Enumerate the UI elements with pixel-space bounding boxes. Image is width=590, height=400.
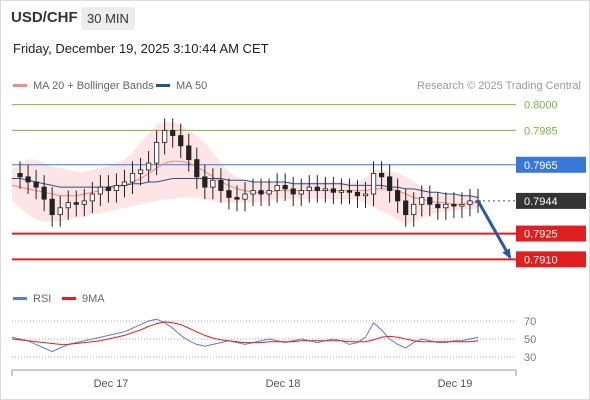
candle-body xyxy=(290,188,296,195)
candle-body xyxy=(57,207,63,216)
rsi-line xyxy=(11,318,479,353)
forecast-arrow-shaft xyxy=(476,200,512,259)
candle-body xyxy=(258,190,264,195)
candle-body xyxy=(121,181,128,186)
legend-ma50: MA 50 xyxy=(156,80,207,92)
candle-body xyxy=(330,188,336,193)
candle-body xyxy=(250,190,256,195)
candle-body xyxy=(178,135,184,147)
candle-body xyxy=(378,172,385,178)
level-badge-0.7910 xyxy=(516,251,586,268)
candle-body xyxy=(41,186,47,200)
candle-body xyxy=(226,190,232,198)
legend-swatch-rsi xyxy=(13,296,27,300)
legend-swatch-9ma xyxy=(62,296,76,300)
candle-body xyxy=(129,172,136,183)
candle-body xyxy=(218,179,224,191)
candle-body xyxy=(435,203,441,209)
candle-body xyxy=(65,202,71,209)
candle-body xyxy=(33,181,39,188)
candle-body xyxy=(145,162,152,171)
candle-body xyxy=(186,145,192,161)
candle-body xyxy=(467,200,473,205)
level-label-0.7965: 0.7965 xyxy=(524,160,558,172)
level-label-0.7910: 0.7910 xyxy=(524,254,558,266)
candle-body xyxy=(274,185,280,191)
credit-text: Research © 2025 Trading Central xyxy=(416,80,581,92)
candle-body xyxy=(338,190,345,193)
level-label-0.8000: 0.8000 xyxy=(524,100,558,112)
legend-label-ma20: MA 20 + Bollinger Bands xyxy=(33,80,154,92)
candle-body xyxy=(306,186,312,191)
candle-body xyxy=(322,188,328,191)
candle-body xyxy=(49,198,55,216)
legend-ma20: MA 20 + Bollinger Bands xyxy=(13,80,154,92)
candle-body xyxy=(137,169,144,174)
symbol-title: USD/CHF xyxy=(11,9,78,26)
last-price-badge xyxy=(516,192,586,209)
rsi-tick-label: 30 xyxy=(524,352,536,364)
candle-body xyxy=(234,197,240,200)
timeframe-badge[interactable]: 30 MIN xyxy=(81,7,135,30)
candle-body xyxy=(314,186,320,191)
candle-body xyxy=(354,191,361,197)
x-tick-label: Dec 18 xyxy=(266,378,301,390)
level-label-0.7985: 0.7985 xyxy=(524,125,558,137)
candle-body xyxy=(387,176,393,191)
candle-body xyxy=(113,185,120,191)
candle-body xyxy=(162,129,168,143)
candle-body xyxy=(282,185,288,190)
candle-body xyxy=(419,197,425,205)
level-badge-0.7965 xyxy=(516,156,586,173)
candle-body xyxy=(362,193,369,197)
x-tick-label: Dec 17 xyxy=(94,378,129,390)
forecast-arrow-head xyxy=(502,248,511,260)
candle-body xyxy=(105,186,112,191)
timestamp: Friday, December 19, 2025 3:10:44 AM CET xyxy=(13,41,269,56)
rsi-tick-label: 70 xyxy=(524,316,536,328)
candle-body xyxy=(451,203,457,207)
candle-body xyxy=(25,176,31,183)
candle-body xyxy=(298,190,304,195)
legend-label-9ma: 9MA xyxy=(82,293,105,305)
candle-body xyxy=(403,200,409,216)
candle-body xyxy=(154,142,160,164)
candle-body xyxy=(202,176,208,188)
rsi-9ma-line xyxy=(11,321,479,345)
candle-body xyxy=(81,200,87,205)
candle-body xyxy=(459,203,465,207)
candle-body xyxy=(411,203,417,216)
level-label-0.7925: 0.7925 xyxy=(524,229,558,241)
candle-body xyxy=(370,172,377,195)
legend-label-rsi: RSI xyxy=(33,293,52,305)
candle-body xyxy=(210,179,216,188)
candle-body xyxy=(443,203,449,209)
level-badge-0.7925 xyxy=(516,225,586,242)
candle-body xyxy=(346,190,353,193)
legend-rsi: RSI xyxy=(13,293,51,305)
rsi-tick-label: 50 xyxy=(524,334,536,346)
candle-body xyxy=(427,197,433,205)
legend-swatch-ma20 xyxy=(13,83,27,87)
candle-body xyxy=(242,193,248,200)
candle-body xyxy=(194,159,200,178)
candle-body xyxy=(97,186,103,195)
legend-swatch-ma50 xyxy=(156,83,170,87)
bollinger-band xyxy=(12,121,478,225)
candle-body xyxy=(89,193,95,202)
legend-label-ma50: MA 50 xyxy=(176,80,208,92)
candle-body xyxy=(266,190,272,195)
candle-body xyxy=(395,190,401,202)
ma50-line xyxy=(12,178,479,198)
candle-body xyxy=(170,129,176,136)
x-tick-label: Dec 19 xyxy=(438,378,473,390)
candle-body xyxy=(17,172,23,178)
last-price-label: 0.7944 xyxy=(524,196,558,208)
candle-body xyxy=(73,202,79,205)
legend-9ma: 9MA xyxy=(62,293,105,305)
